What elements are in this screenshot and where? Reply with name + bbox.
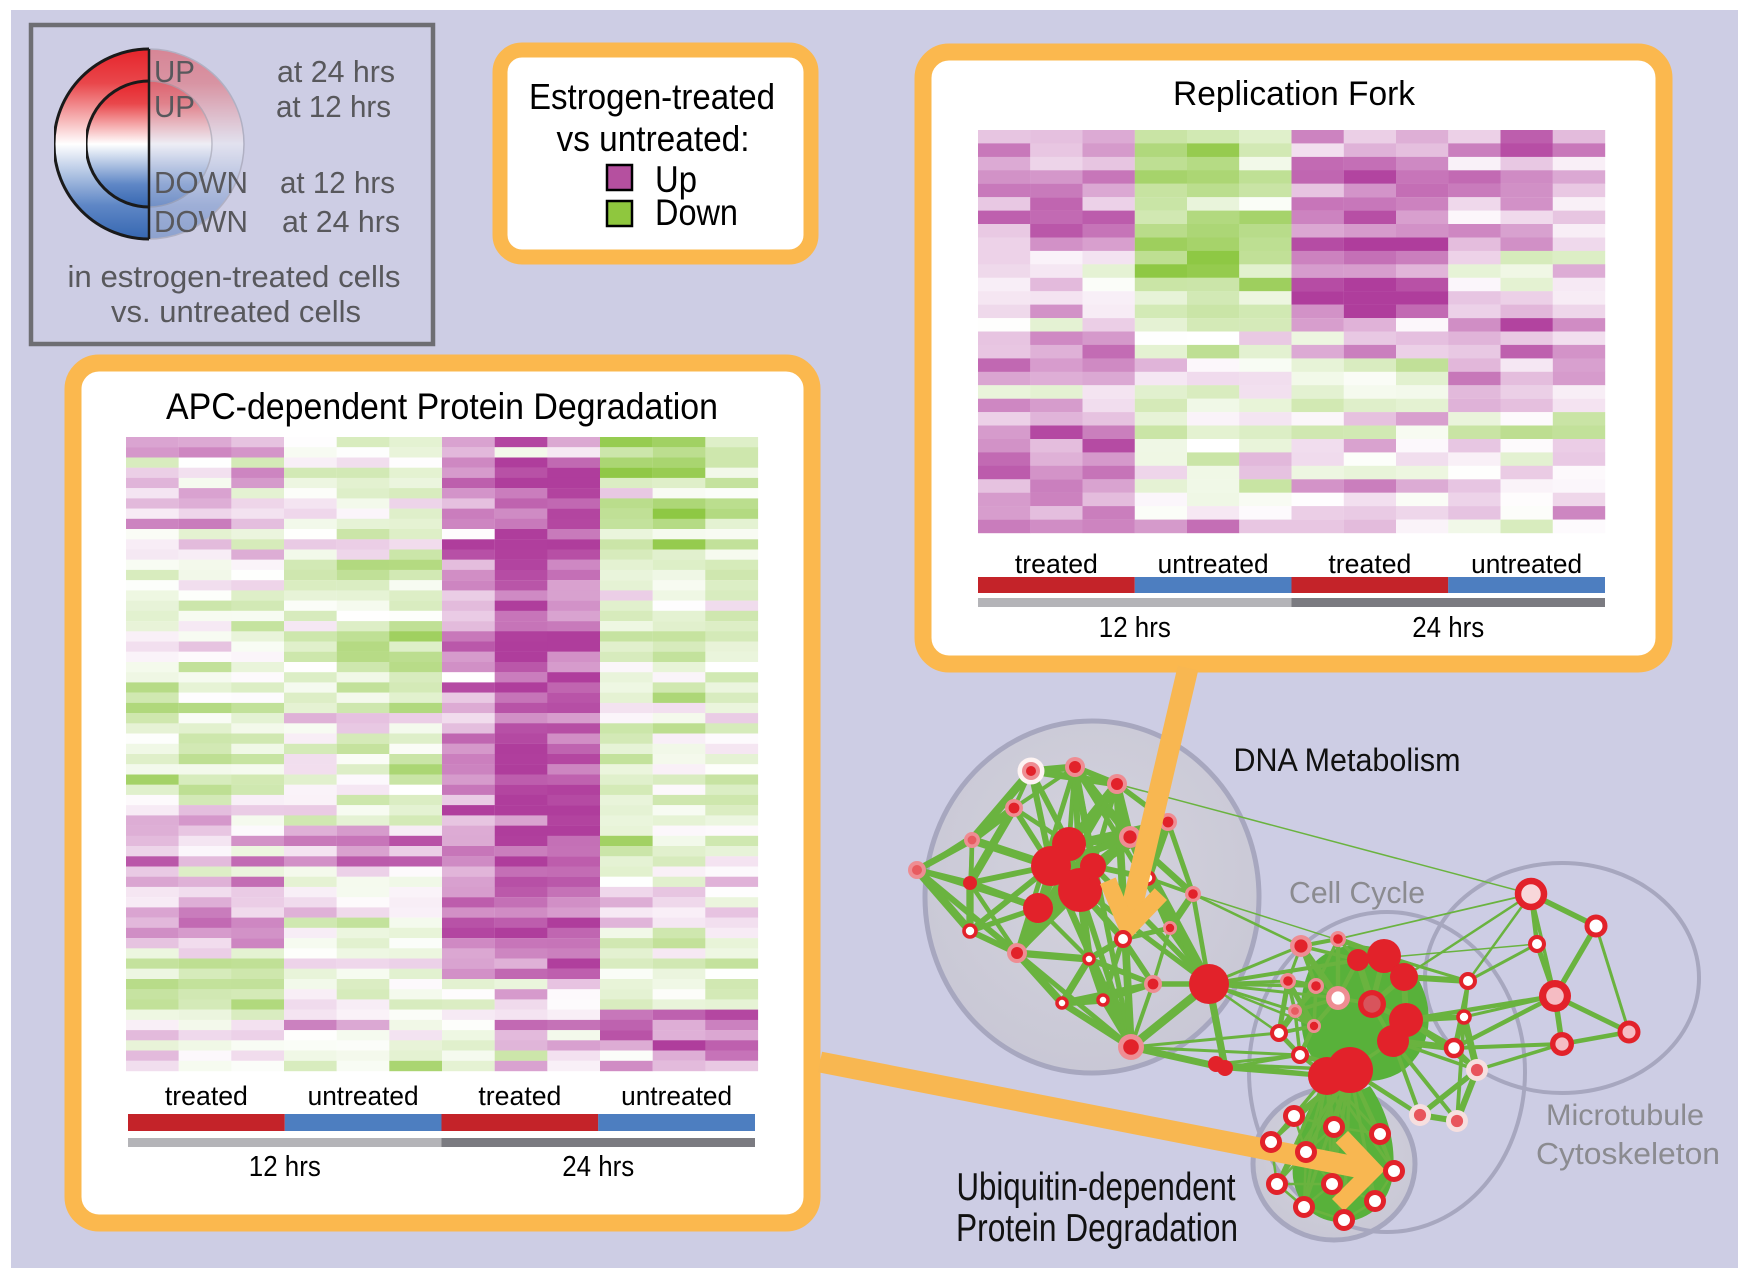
svg-text:UP: UP [154,54,195,89]
svg-text:untreated: untreated [1471,549,1582,579]
svg-text:Up: Up [655,159,697,200]
svg-text:Cytoskeleton: Cytoskeleton [1536,1136,1720,1171]
svg-text:untreated: untreated [308,1081,419,1111]
svg-text:DNA Metabolism: DNA Metabolism [1234,742,1461,778]
svg-text:DOWN: DOWN [154,204,248,239]
svg-text:treated: treated [165,1081,248,1111]
svg-text:Down: Down [655,192,738,233]
svg-text:DOWN: DOWN [154,165,248,200]
svg-text:UP: UP [154,89,195,124]
svg-text:untreated: untreated [1158,549,1269,579]
svg-text:at 12 hrs: at 12 hrs [276,89,391,124]
svg-text:vs. untreated cells: vs. untreated cells [111,294,361,329]
svg-text:treated: treated [1015,549,1098,579]
svg-text:at 12 hrs: at 12 hrs [280,165,395,200]
svg-text:Microtubule: Microtubule [1546,1099,1704,1132]
svg-text:24 hrs: 24 hrs [1412,612,1484,644]
svg-text:Estrogen-treated: Estrogen-treated [529,76,775,117]
svg-text:Cell Cycle: Cell Cycle [1289,875,1425,910]
svg-text:Protein Degradation: Protein Degradation [956,1207,1238,1250]
svg-text:in estrogen-treated cells: in estrogen-treated cells [68,259,401,294]
svg-text:24 hrs: 24 hrs [562,1151,634,1183]
svg-text:12 hrs: 12 hrs [249,1151,321,1183]
svg-text:Replication Fork: Replication Fork [1173,75,1416,113]
svg-text:treated: treated [478,1081,561,1111]
svg-text:at 24 hrs: at 24 hrs [282,204,400,239]
svg-text:Ubiquitin-dependent: Ubiquitin-dependent [957,1166,1236,1209]
svg-text:APC-dependent Protein Degradat: APC-dependent Protein Degradation [166,386,718,427]
svg-text:at 24 hrs: at 24 hrs [277,54,395,89]
svg-text:untreated: untreated [621,1081,732,1111]
svg-text:treated: treated [1328,549,1411,579]
svg-text:12 hrs: 12 hrs [1099,612,1171,644]
svg-text:vs untreated:: vs untreated: [557,118,750,159]
